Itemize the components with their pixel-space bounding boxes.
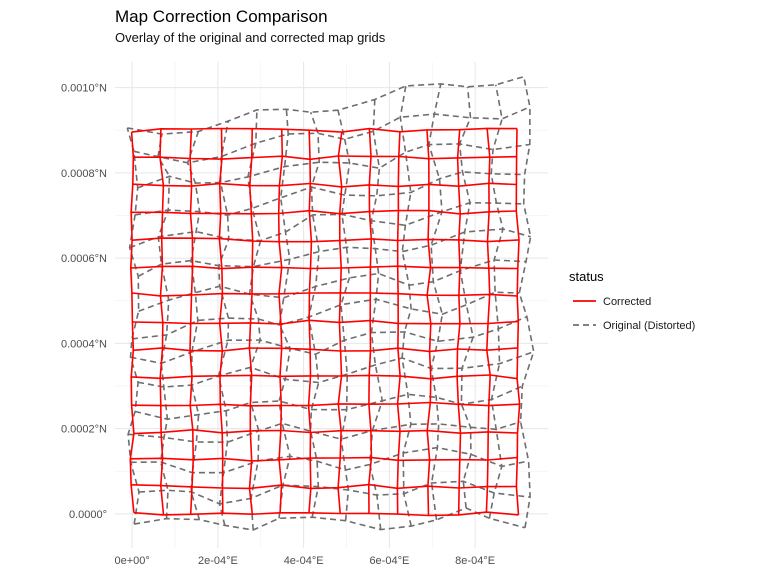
corrected-grid-column-line: [277, 129, 284, 513]
corrected-grid-row-line: [131, 127, 518, 133]
corrected-grid-row-line: [133, 429, 518, 435]
y-tick-label: 0.0004°N: [61, 338, 107, 350]
original-grid-column-line: [369, 99, 384, 530]
x-axis-ticks: 0e+00° 2e-04°E 4e-04°E 6e-04°E 8e-04°E: [115, 555, 496, 567]
corrected-grid-row-line: [130, 265, 518, 270]
original-grid-column-line: [428, 83, 444, 521]
corrected-grid-column-line: [307, 130, 313, 513]
legend-label-corrected: Corrected: [603, 296, 651, 308]
corrected-grid-series: [129, 127, 521, 517]
original-grid-column-line: [337, 110, 351, 521]
corrected-grid-row-line: [133, 511, 519, 517]
original-grid-row-line: [138, 259, 527, 312]
x-tick-label: 4e-04°E: [284, 555, 324, 567]
original-grid-row-line: [137, 351, 534, 388]
original-grid-column-line: [186, 131, 201, 520]
corrected-grid-row-line: [132, 182, 517, 188]
legend-title: status: [569, 269, 604, 284]
original-grid-series: [126, 75, 535, 531]
original-grid-row-line: [127, 75, 525, 135]
original-grid-row-line: [134, 507, 526, 531]
original-grid-column-line: [458, 86, 474, 509]
original-grid-column-line: [399, 85, 412, 527]
y-axis-ticks: 0.0000° 0.0002°N 0.0004°N 0.0006°N 0.0008°N 0…: [61, 83, 107, 521]
corrected-grid-row-line: [133, 155, 517, 161]
corrected-grid-column-line: [129, 132, 135, 513]
original-grid-row-line: [137, 143, 530, 189]
corrected-grid-column-line: [218, 128, 224, 514]
legend: status Corrected Original (Distorted): [569, 269, 695, 332]
corrected-grid-column-line: [426, 129, 432, 516]
original-grid-row-line: [128, 421, 521, 443]
y-tick-label: 0.0010°N: [61, 83, 107, 95]
chart-title: Map Correction Comparison: [115, 7, 328, 26]
corrected-grid-row-line: [131, 374, 518, 380]
original-grid-column-line: [488, 84, 504, 519]
corrected-grid-column-line: [515, 128, 521, 515]
corrected-grid-row-line: [130, 456, 518, 462]
original-grid-row-line: [137, 228, 531, 278]
corrected-grid-column-line: [248, 128, 254, 515]
corrected-grid-column-line: [189, 128, 194, 515]
y-tick-label: 0.0008°N: [61, 168, 107, 180]
y-tick-label: 0.0006°N: [61, 253, 107, 265]
original-grid-column-line: [126, 127, 140, 525]
x-tick-label: 6e-04°E: [369, 555, 409, 567]
panel-gridlines: [115, 62, 548, 548]
corrected-grid-row-line: [131, 209, 517, 215]
corrected-grid-column-line: [159, 128, 165, 515]
corrected-grid-column-line: [456, 129, 462, 515]
y-tick-label: 0.0000°: [69, 509, 107, 521]
original-grid-column-line: [518, 76, 535, 528]
corrected-grid-column-line: [337, 131, 343, 514]
legend-label-original: Original (Distorted): [603, 320, 695, 332]
x-tick-label: 0e+00°: [115, 555, 150, 567]
original-grid-row-line: [131, 291, 520, 340]
original-grid-row-line: [138, 480, 531, 505]
y-tick-label: 0.0002°N: [61, 424, 107, 436]
corrected-grid-row-line: [131, 292, 518, 297]
original-grid-row-line: [129, 201, 524, 249]
original-grid-row-line: [133, 106, 531, 164]
corrected-grid-column-line: [396, 131, 401, 515]
original-grid-row-line: [130, 446, 529, 474]
corrected-grid-column-line: [368, 128, 373, 514]
original-grid-column-line: [217, 120, 230, 526]
corrected-grid-row-line: [131, 401, 520, 407]
corrected-grid-column-line: [485, 128, 491, 513]
corrected-grid-row-line: [132, 319, 519, 325]
x-tick-label: 2e-04°E: [198, 555, 238, 567]
x-tick-label: 8e-04°E: [455, 555, 495, 567]
original-grid-column-line: [278, 109, 291, 519]
chart-subtitle: Overlay of the original and corrected ma…: [115, 30, 386, 45]
corrected-grid-row-line: [132, 237, 520, 243]
corrected-grid-row-line: [131, 483, 517, 490]
corrected-grid-row-line: [133, 347, 518, 353]
